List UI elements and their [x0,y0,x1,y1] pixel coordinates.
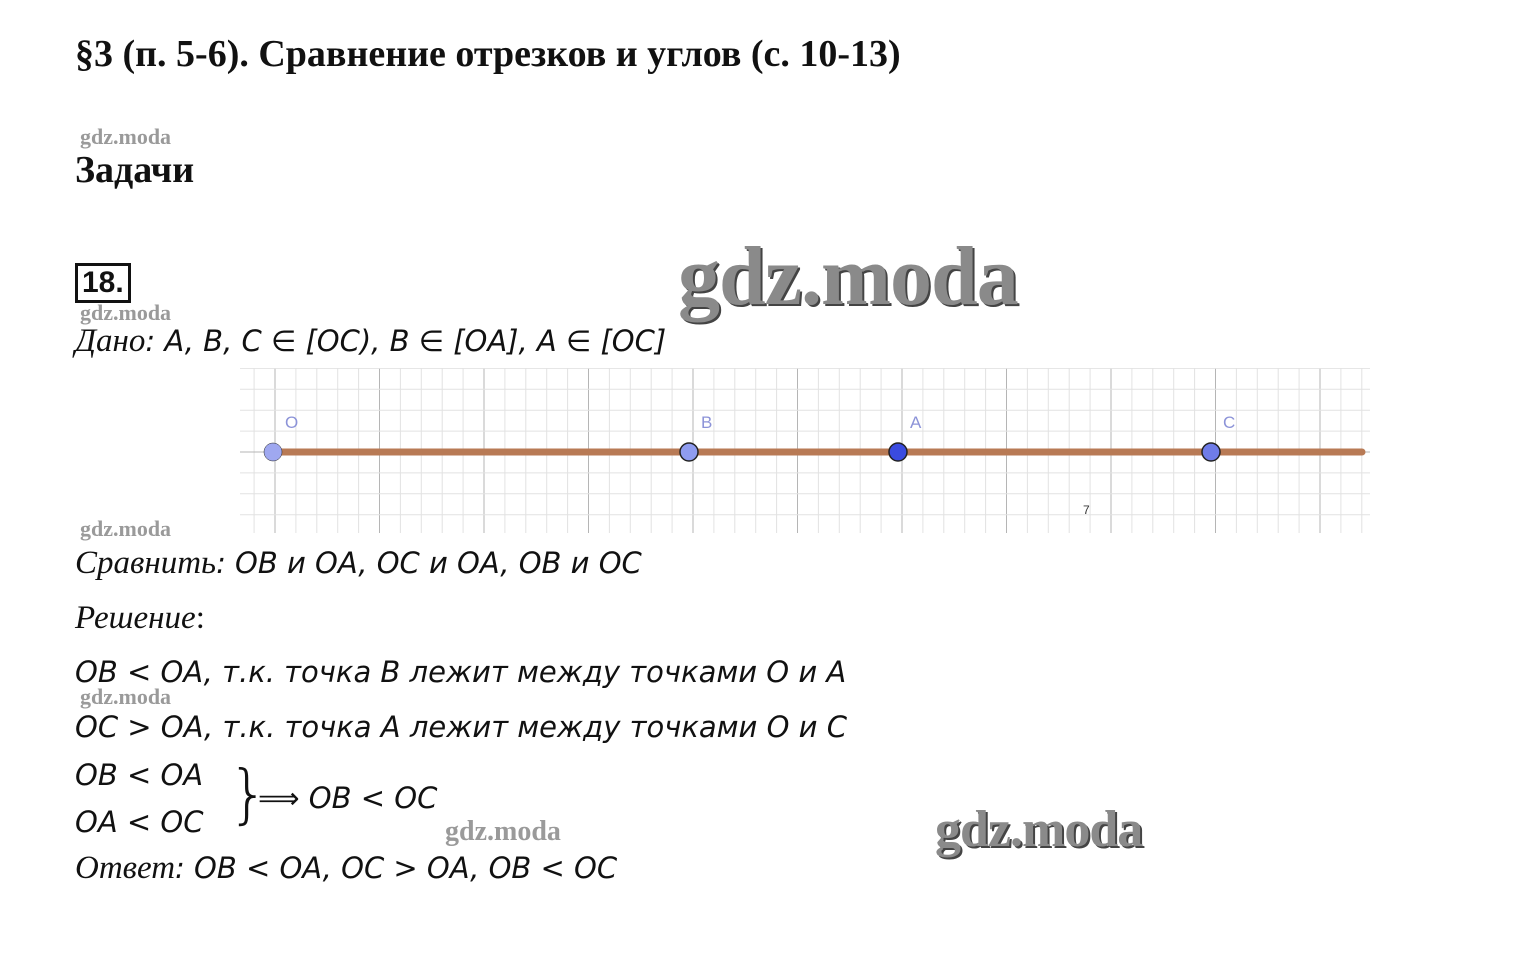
compare-text: : OB и OA, OC и OA, OB и OC [216,546,642,580]
point-label-c: C [1223,413,1235,432]
point-label-a: A [910,413,922,432]
compare-label: Сравнить [75,545,217,581]
watermark: gdz.moda [678,230,1019,323]
implication: ⟹ OB < OC [258,781,438,815]
watermark: gdz.moda [80,684,172,709]
solution-label: Решение [75,600,196,636]
watermark: gdz.moda [80,300,172,325]
given-label: Дано [75,323,146,359]
point-a [888,442,908,462]
given-text: : A, B, C ∈ [OC), B ∈ [OA], A ∈ [OC] [145,324,667,358]
point-label-b: B [701,413,712,432]
point-o [263,442,283,462]
problem-number: 18. [75,263,131,303]
section-heading: Задачи [75,149,195,191]
watermark: gdz.moda [445,816,561,847]
given-line: Дано: A, B, C ∈ [OC), B ∈ [OA], A ∈ [OC] [75,323,666,360]
watermark: gdz.moda [80,124,172,149]
system-line-2: OA < OC [75,805,204,839]
brace: } [228,758,269,832]
stray-mark: 7 [1083,503,1090,517]
solution-line-1: OB < OA, т.к. точка B лежит между точкам… [75,655,847,689]
answer-line: Ответ: OB < OA, OC > OA, OB < OC [75,850,617,887]
point-c [1201,442,1221,462]
watermark: gdz.moda [935,801,1143,858]
page-title: §3 (п. 5-6). Сравнение отрезков и углов … [75,33,901,75]
answer-text: : OB < OA, OC > OA, OB < OC [175,851,618,885]
watermark: gdz.moda [80,516,172,541]
solution-line-2: OC > OA, т.к. точка A лежит между точкам… [75,710,847,744]
point-b [679,442,699,462]
compare-line: Сравнить: OB и OA, OC и OA, OB и OC [75,545,642,582]
system-line-1: OB < OA [75,758,204,792]
answer-label: Ответ [75,850,176,886]
colon: : [195,600,205,636]
ray-diagram: O B A C 7 [240,368,1370,533]
point-label-o: O [285,413,298,432]
solution-heading: Решение: [75,600,205,637]
